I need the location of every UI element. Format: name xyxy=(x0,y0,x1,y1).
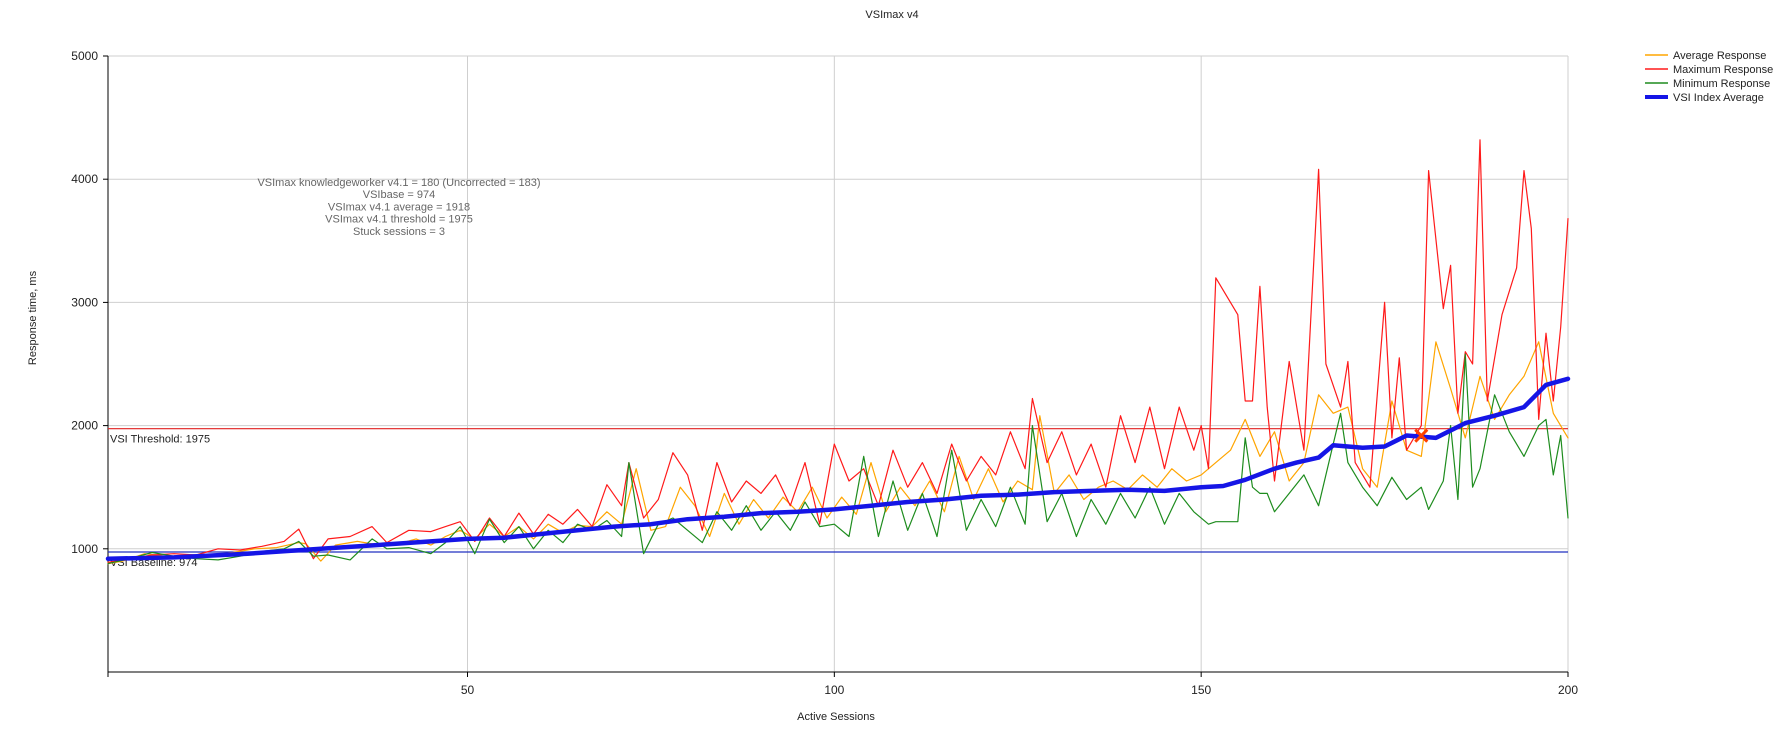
series-vsi-index-average xyxy=(105,376,1571,561)
x-tick-label-50: 50 xyxy=(461,683,475,697)
x-tick-label-100: 100 xyxy=(824,683,844,697)
y-tick-label-2000: 2000 xyxy=(71,419,98,433)
info-line-3: VSImax v4.1 threshold = 1975 xyxy=(325,214,473,226)
series-average-response xyxy=(107,341,1569,565)
x-tick-label-150: 150 xyxy=(1191,683,1211,697)
y-tick-label-1000: 1000 xyxy=(71,542,98,556)
series-maximum-response xyxy=(107,139,1569,563)
legend-label-minimum-response: Minimum Response xyxy=(1673,78,1770,90)
grid-lines xyxy=(108,55,1569,672)
x-axis-ticks: 50 100 150 200 xyxy=(461,672,1578,697)
legend: Average Response Maximum Response Minimum … xyxy=(1645,50,1773,104)
axes xyxy=(107,56,1568,677)
legend-label-maximum-response: Maximum Response xyxy=(1673,64,1773,76)
series-layer xyxy=(105,139,1571,565)
vsimax-info-block: VSImax knowledgeworker v4.1 = 180 (Uncor… xyxy=(257,177,540,238)
y-axis-label: Response time, ms xyxy=(27,270,39,365)
legend-label-vsi-index-average: VSI Index Average xyxy=(1673,92,1764,104)
info-line-0: VSImax knowledgeworker v4.1 = 180 (Uncor… xyxy=(257,177,540,189)
vsimax-marker-stroke-2 xyxy=(1414,428,1429,443)
vsimax-marker-layer xyxy=(1414,428,1429,443)
info-line-2: VSImax v4.1 average = 1918 xyxy=(328,201,470,213)
y-tick-label-4000: 4000 xyxy=(71,172,98,186)
y-tick-label-5000: 5000 xyxy=(71,49,98,63)
x-axis-label: Active Sessions xyxy=(797,711,875,723)
vsi-threshold-label: VSI Threshold: 1975 xyxy=(110,434,210,446)
legend-label-average-response: Average Response xyxy=(1673,50,1766,62)
series-minimum-response xyxy=(107,353,1569,565)
y-axis-ticks: 1000 2000 3000 4000 5000 xyxy=(71,49,108,556)
info-line-4: Stuck sessions = 3 xyxy=(353,226,445,238)
x-tick-label-200: 200 xyxy=(1558,683,1578,697)
info-line-1: VSIbase = 974 xyxy=(363,189,435,201)
y-tick-label-3000: 3000 xyxy=(71,295,98,309)
chart-title: VSImax v4 xyxy=(865,9,918,21)
